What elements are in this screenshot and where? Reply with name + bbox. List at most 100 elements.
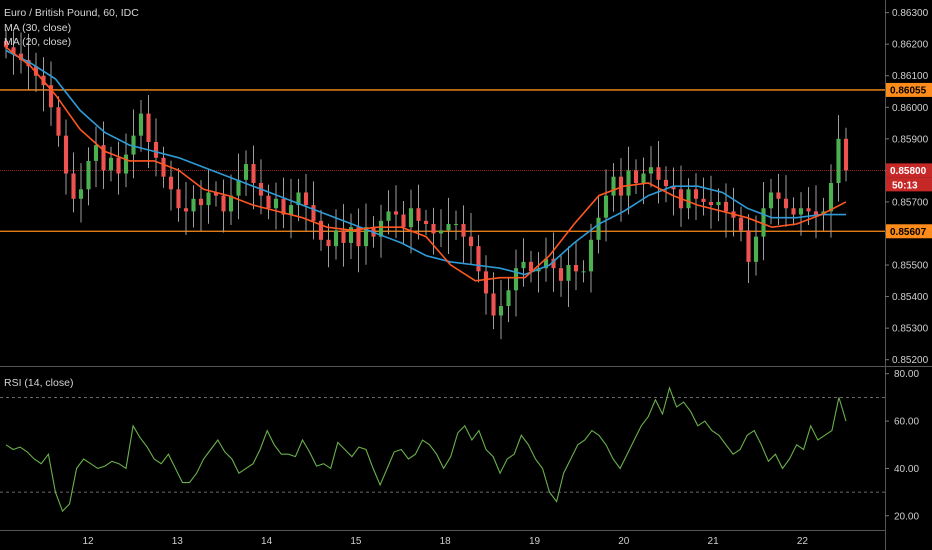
candle[interactable] xyxy=(558,268,564,281)
candle[interactable] xyxy=(123,154,129,174)
candle[interactable] xyxy=(168,176,174,190)
candle[interactable] xyxy=(656,167,661,180)
candle[interactable] xyxy=(618,176,624,196)
candle[interactable] xyxy=(543,258,549,269)
candle[interactable] xyxy=(318,220,324,240)
candle[interactable] xyxy=(341,230,346,243)
candle[interactable] xyxy=(686,189,691,209)
candle[interactable] xyxy=(386,211,391,221)
candle[interactable] xyxy=(746,230,751,262)
candle[interactable] xyxy=(243,164,249,180)
candle[interactable] xyxy=(453,224,459,226)
candle[interactable] xyxy=(288,205,294,215)
candle[interactable] xyxy=(836,138,841,183)
candle[interactable] xyxy=(761,208,766,237)
candle[interactable] xyxy=(48,85,54,108)
candle[interactable] xyxy=(776,192,781,199)
candle[interactable] xyxy=(18,53,24,60)
candle[interactable] xyxy=(161,157,166,177)
candle[interactable] xyxy=(138,113,144,136)
candle[interactable] xyxy=(603,195,609,218)
candle[interactable] xyxy=(596,217,601,240)
candle[interactable] xyxy=(176,189,181,209)
candle[interactable] xyxy=(663,179,669,187)
candle[interactable] xyxy=(378,220,384,237)
candle[interactable] xyxy=(611,176,616,196)
candle[interactable] xyxy=(116,157,121,174)
candle[interactable] xyxy=(191,198,196,212)
candle[interactable] xyxy=(348,227,354,243)
candle[interactable] xyxy=(311,205,316,221)
candle[interactable] xyxy=(648,167,654,174)
candle[interactable] xyxy=(693,189,699,199)
candle[interactable] xyxy=(566,265,571,281)
candle[interactable] xyxy=(843,138,849,171)
candle[interactable] xyxy=(213,192,219,196)
candle[interactable] xyxy=(3,41,9,48)
candle[interactable] xyxy=(416,208,421,221)
candle[interactable] xyxy=(806,208,811,212)
candle[interactable] xyxy=(573,265,579,272)
candle[interactable] xyxy=(183,208,189,212)
candle[interactable] xyxy=(468,236,474,247)
candle[interactable] xyxy=(701,198,706,202)
candle[interactable] xyxy=(461,224,466,237)
candle[interactable] xyxy=(633,170,639,183)
candle[interactable] xyxy=(483,271,489,294)
candle[interactable] xyxy=(251,164,256,183)
candle[interactable] xyxy=(78,189,84,199)
candle[interactable] xyxy=(446,224,451,231)
candle[interactable] xyxy=(551,258,556,269)
candle[interactable] xyxy=(11,47,16,54)
candle[interactable] xyxy=(813,211,819,215)
candle[interactable] xyxy=(198,198,204,206)
candle[interactable] xyxy=(798,208,804,215)
candle[interactable] xyxy=(828,183,834,212)
candle[interactable] xyxy=(708,201,714,206)
candle[interactable] xyxy=(363,227,369,247)
candle[interactable] xyxy=(498,306,504,316)
candle[interactable] xyxy=(63,135,69,174)
candle[interactable] xyxy=(228,195,234,212)
candle[interactable] xyxy=(588,239,594,272)
candle[interactable] xyxy=(56,107,61,136)
candle[interactable] xyxy=(723,201,729,212)
candle[interactable] xyxy=(356,227,361,247)
candle[interactable] xyxy=(791,208,796,215)
candle[interactable] xyxy=(408,208,414,228)
candle[interactable] xyxy=(491,293,496,316)
candle[interactable] xyxy=(716,201,721,206)
candle[interactable] xyxy=(423,220,429,225)
candle[interactable] xyxy=(146,113,151,142)
candle[interactable] xyxy=(513,268,519,291)
candle[interactable] xyxy=(401,214,406,228)
candle[interactable] xyxy=(738,217,744,231)
candle[interactable] xyxy=(33,66,39,76)
candle[interactable] xyxy=(131,135,136,155)
candle[interactable] xyxy=(296,192,301,206)
candle[interactable] xyxy=(626,170,631,196)
candle[interactable] xyxy=(93,145,99,161)
candle[interactable] xyxy=(581,271,586,273)
candle[interactable] xyxy=(431,224,436,234)
candle[interactable] xyxy=(101,145,106,171)
candle[interactable] xyxy=(521,261,526,269)
candle[interactable] xyxy=(206,192,211,206)
candle[interactable] xyxy=(236,179,241,196)
candlesticks[interactable] xyxy=(3,29,849,340)
candle[interactable] xyxy=(476,246,481,272)
candle[interactable] xyxy=(221,195,226,212)
candle[interactable] xyxy=(303,192,309,206)
candle[interactable] xyxy=(393,211,399,215)
candle[interactable] xyxy=(438,230,444,234)
candle[interactable] xyxy=(281,198,286,215)
candle[interactable] xyxy=(641,173,646,183)
candle[interactable] xyxy=(753,236,759,262)
candle[interactable] xyxy=(506,290,511,307)
candle[interactable] xyxy=(266,195,271,209)
candle[interactable] xyxy=(86,160,91,190)
candle[interactable] xyxy=(26,59,31,67)
candle[interactable] xyxy=(768,192,774,209)
candle[interactable] xyxy=(326,239,331,247)
candle[interactable] xyxy=(528,261,534,272)
